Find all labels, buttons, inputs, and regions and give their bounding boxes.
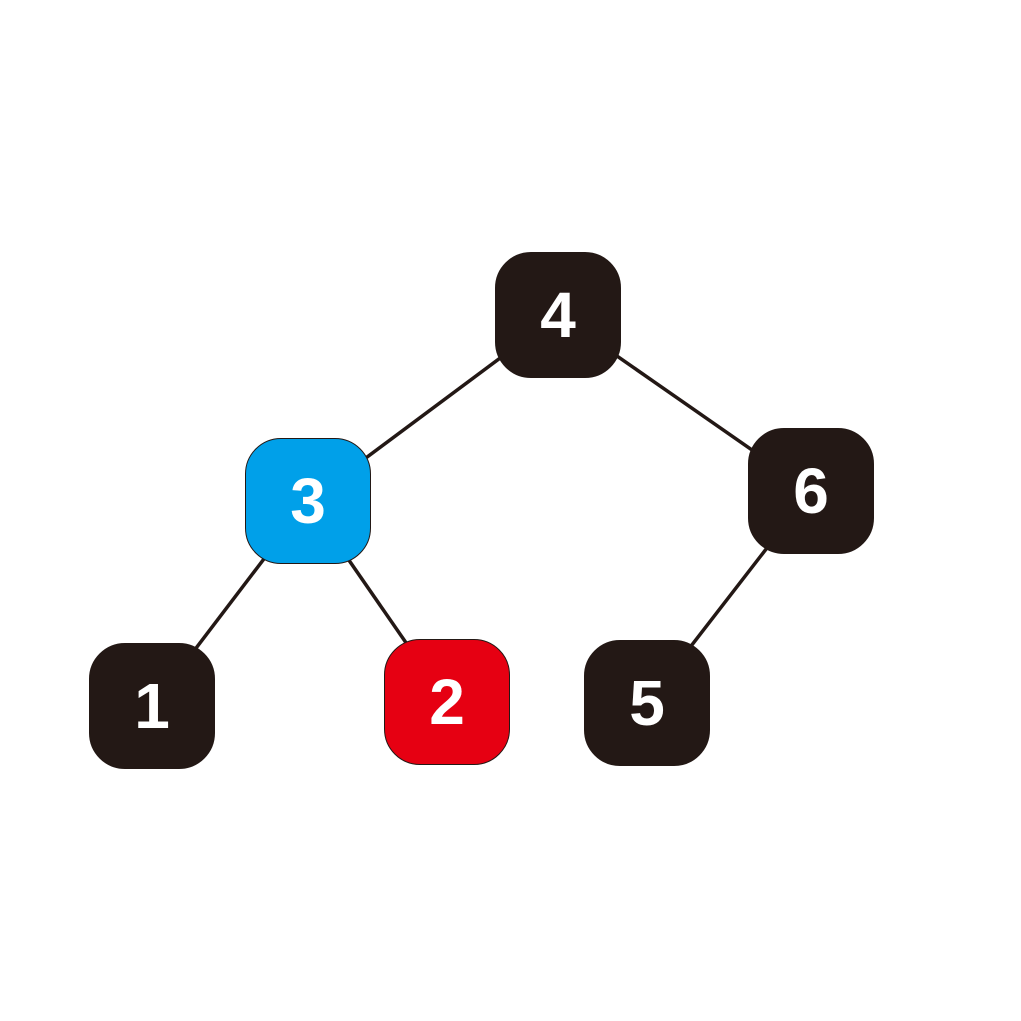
node-label: 5	[629, 667, 665, 739]
tree-node-5: 5	[584, 640, 710, 766]
tree-node-6: 6	[748, 428, 874, 554]
node-label: 2	[429, 666, 465, 738]
tree-node-3: 3	[245, 438, 371, 564]
node-label: 4	[540, 279, 576, 351]
tree-node-4: 4	[495, 252, 621, 378]
node-label: 6	[793, 455, 829, 527]
tree-node-2: 2	[384, 639, 510, 765]
node-label: 1	[134, 670, 170, 742]
node-label: 3	[290, 465, 326, 537]
tree-node-1: 1	[89, 643, 215, 769]
